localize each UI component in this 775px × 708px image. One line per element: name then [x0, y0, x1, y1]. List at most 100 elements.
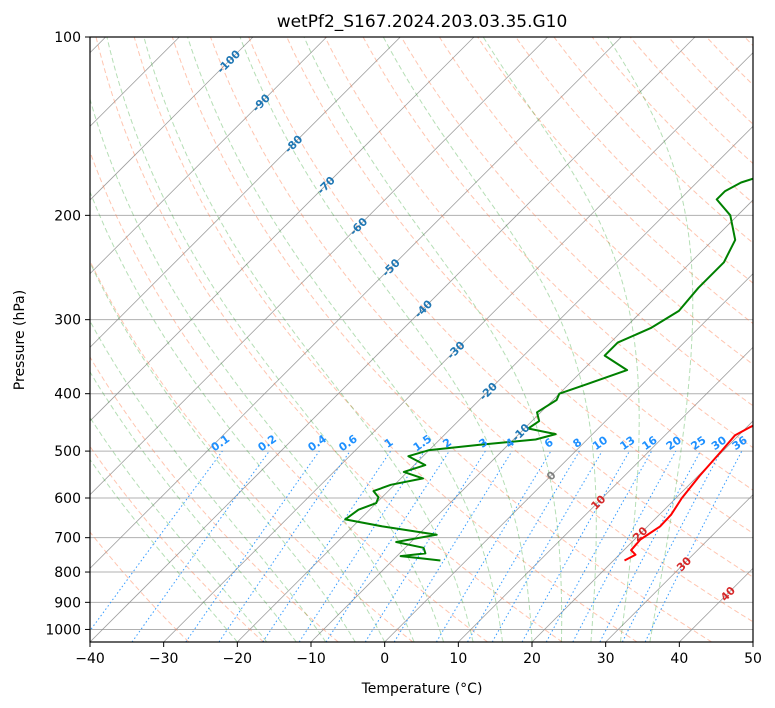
- y-tick-label: 500: [54, 444, 81, 460]
- x-tick-label: 10: [449, 651, 467, 667]
- mixing-ratio-line: [393, 450, 513, 642]
- mixing-ratio-line: [218, 450, 351, 642]
- x-tick-label: 50: [744, 651, 762, 667]
- isotherm-line: [90, 37, 696, 642]
- isotherm-line: [90, 37, 254, 201]
- moist-adiabat: [90, 97, 415, 642]
- x-tick-label: 0: [380, 651, 389, 667]
- x-axis-label: Temperature (°C): [361, 681, 483, 697]
- dry-adiabat: [477, 37, 753, 325]
- mixing-ratio-line: [185, 450, 320, 642]
- isotherm-line: [605, 494, 753, 642]
- mixing-ratio-label: 13: [617, 434, 637, 453]
- x-tick-label: −30: [149, 651, 179, 667]
- mixing-ratio-label: 8: [571, 436, 585, 451]
- label-layer: 0.1 0.2 0.4 0.6 1 1.5 2 3 4 6 8 10 13 16 20 25 30 36-100-…: [209, 47, 750, 604]
- moist-adiabat: [90, 458, 238, 642]
- dry-adiabat: [515, 37, 753, 284]
- dry-adiabat: [90, 259, 414, 642]
- dry-adiabat: [591, 37, 753, 204]
- isotherm-line: [458, 346, 753, 642]
- mixing-ratio-line: [644, 450, 743, 642]
- isotherm-label: 10: [588, 492, 608, 512]
- mixing-ratio-line: [572, 450, 677, 642]
- isotherm-line: [90, 37, 475, 422]
- moist-adiabat: [303, 37, 563, 642]
- moist-adiabat: [90, 261, 356, 642]
- dry-adiabat: [90, 445, 264, 642]
- mixing-ratio-label: 1: [382, 436, 396, 451]
- x-tick-label: 30: [597, 651, 615, 667]
- dry-adiabat: [705, 37, 753, 86]
- y-tick-label: 600: [54, 491, 81, 507]
- mixing-ratio-label: 25: [689, 434, 709, 453]
- x-tick-label: 20: [523, 651, 541, 667]
- moist-adiabat: [90, 320, 327, 642]
- y-axis-label: Pressure (hPa): [12, 290, 28, 390]
- mixing-ratio-label: 16: [640, 433, 660, 453]
- dry-adiabat: [770, 24, 775, 642]
- dry-adiabat: [667, 37, 753, 125]
- moist-adiabat: [607, 37, 694, 642]
- isotherm-label: 40: [718, 584, 738, 604]
- mixing-ratio-label: 30: [709, 433, 729, 453]
- isotherm-line: [90, 37, 401, 348]
- grid-layer: [90, 24, 775, 642]
- dry-adiabat: [400, 37, 753, 407]
- dewpoint-profile-line: [344, 177, 753, 562]
- chart-title: wetPf2_S167.2024.203.03.35.G10: [277, 12, 568, 32]
- mixing-ratio-line: [545, 450, 653, 642]
- isotherm-line: [237, 125, 753, 642]
- isotherm-label: -90: [250, 91, 273, 114]
- y-tick-label: 100: [54, 30, 81, 46]
- isotherm-label: -50: [379, 256, 402, 279]
- dry-adiabat: [438, 37, 753, 366]
- y-tick-label: 300: [54, 313, 81, 329]
- moist-adiabat: [90, 416, 268, 642]
- moist-adiabat: [482, 37, 640, 642]
- isotherm-label: -100: [215, 47, 244, 76]
- mixing-ratio-line: [521, 450, 630, 642]
- y-tick-label: 700: [54, 531, 81, 547]
- y-tick-label: 400: [54, 387, 81, 403]
- moist-adiabat: [143, 37, 474, 642]
- isotherm-line: [90, 37, 622, 569]
- series-layer: [344, 177, 753, 562]
- isotherm-label: 0: [544, 468, 559, 483]
- y-tick-label: 1000: [45, 622, 81, 638]
- isotherm-line: [310, 199, 753, 642]
- y-tick-label: 800: [54, 565, 81, 581]
- isotherm-line: [90, 37, 548, 496]
- isotherm-label: -20: [477, 380, 500, 403]
- mixing-ratio-label: 6: [542, 436, 556, 451]
- dry-adiabat: [90, 356, 339, 642]
- mixing-ratio-line: [131, 450, 270, 642]
- y-tick-label: 200: [54, 208, 81, 224]
- dry-adiabat: [248, 37, 753, 578]
- isotherm-line: [163, 52, 753, 642]
- temperature-profile-line: [624, 424, 753, 562]
- dry-adiabat: [90, 531, 190, 642]
- isotherm-line: [384, 273, 753, 642]
- moist-adiabat: [187, 37, 503, 642]
- isotherm-label: -30: [444, 338, 467, 361]
- isotherm-label: -70: [315, 174, 338, 197]
- dry-adiabat: [286, 37, 753, 534]
- mixing-ratio-line: [90, 450, 223, 632]
- x-tick-label: −10: [296, 651, 326, 667]
- dry-adiabat: [171, 37, 712, 642]
- isotherm-label: -80: [282, 132, 305, 155]
- y-tick-label: 900: [54, 595, 81, 611]
- axis-layer: −40 −30 −20 −10 0 10 20 30 40 5010020030040050060…: [45, 30, 762, 667]
- mixing-ratio-line: [325, 450, 450, 642]
- isotherm-line: [679, 567, 753, 642]
- mixing-ratio-line: [467, 450, 580, 642]
- dry-adiabat: [133, 37, 638, 642]
- moist-adiabat: [90, 190, 386, 642]
- x-tick-label: −20: [223, 651, 253, 667]
- isotherm-line: [752, 641, 753, 642]
- isotherm-label: 30: [674, 554, 694, 574]
- moist-adiabat: [382, 37, 597, 642]
- plot-frame: [89, 36, 754, 643]
